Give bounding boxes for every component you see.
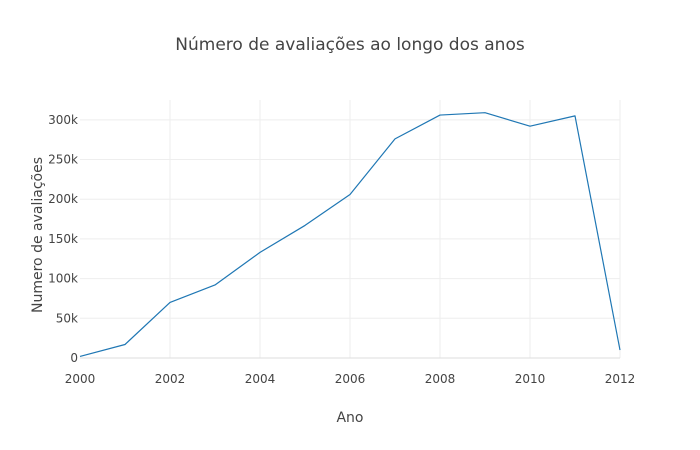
x-tick-label: 2002 [155,372,186,386]
grid-lines [80,100,621,359]
y-tick-label: 250k [48,153,78,167]
x-tick-label: 2008 [425,372,456,386]
y-axis-title: Numero de avaliações [30,157,46,313]
x-tick-label: 2004 [245,372,276,386]
y-tick-label: 200k [48,192,78,206]
y-axis-ticks: 0 50k 100k 150k 200k 250k 300k [48,113,78,365]
x-axis-title: Ano [336,410,363,426]
series-line [79,112,621,357]
x-tick-label: 2000 [65,372,96,386]
x-tick-label: 2012 [605,372,636,386]
x-axis-ticks: 2000 2002 2004 2006 2008 2010 2012 [65,372,636,386]
x-tick-label: 2010 [515,372,546,386]
x-tick-label: 2006 [335,372,366,386]
chart-title: Número de avaliações ao longo dos anos [175,35,525,55]
y-tick-label: 300k [48,113,78,127]
y-tick-label: 100k [48,272,78,286]
y-tick-label: 0 [70,351,78,365]
y-tick-label: 150k [48,232,78,246]
series-layer [79,112,621,357]
y-tick-label: 50k [56,311,78,325]
